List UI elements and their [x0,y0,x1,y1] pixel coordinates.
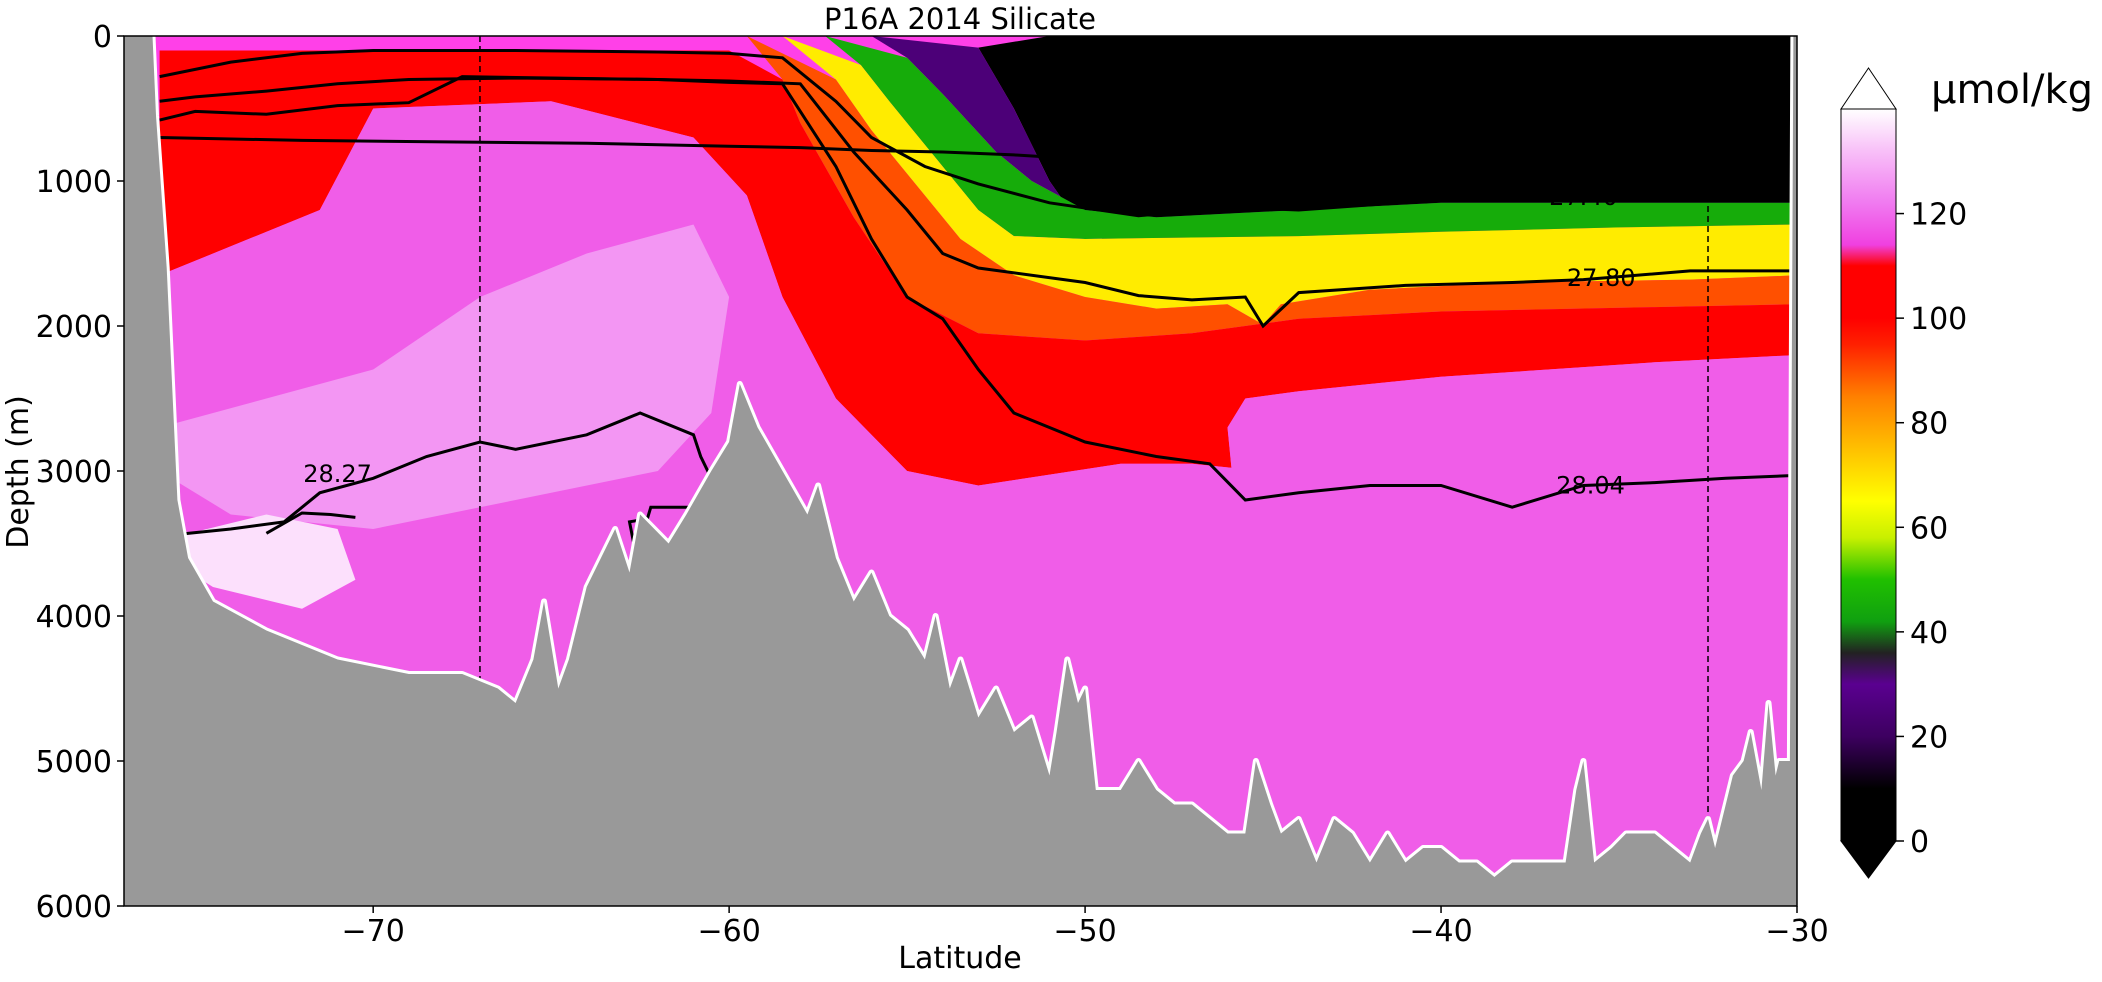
silicate-zone [825,36,1797,239]
density-contour-line [159,49,1797,218]
x-tick-label: −70 [342,914,405,949]
contour-label: 27.80 [1567,264,1636,292]
y-tick-label: 6000 [36,890,112,925]
density-contour-line [159,136,1797,183]
colorbar-extend-min [1840,840,1897,879]
bathymetry [124,36,1797,906]
y-tick-label: 4000 [36,600,112,635]
x-axis: −70 −60 −50 −40 −30 [342,906,1829,949]
y-tick-label: 0 [93,20,112,55]
colorbar-tick-label: 80 [1910,407,1948,442]
colorbar-tick-label: 120 [1910,198,1967,233]
colorbar-gradient [1840,108,1897,842]
x-axis-label: Latitude [898,941,1021,976]
y-axis-label: Depth (m) [1,395,36,549]
seafloor-fill [124,36,1797,906]
density-contour-line [159,411,713,538]
density-contour-line [265,511,356,535]
silicate-zone [782,36,1797,325]
y-tick-label: 3000 [36,455,112,490]
colorbar: 0 20 40 60 80 100 120 µmol/kg [1840,67,2093,879]
contour-label: 27.40 [1549,183,1618,211]
density-contour-line [159,76,1797,329]
colorbar-tick-label: 20 [1910,720,1948,755]
y-tick-label: 5000 [36,745,112,780]
x-tick-label: −40 [1409,914,1472,949]
colorbar-tick-label: 100 [1910,302,1967,337]
colorbar-ticks: 0 20 40 60 80 100 120 [1896,198,1967,860]
y-tick-label: 1000 [36,165,112,200]
colorbar-tick-label: 60 [1910,511,1948,546]
y-tick-label: 2000 [36,310,112,345]
density-contour-line [159,75,1797,509]
colorbar-extend-max [1840,67,1897,110]
contour-label: 28.04 [1556,472,1625,500]
colorbar-unit-label: µmol/kg [1931,67,2093,113]
contour-label: 27.40 [1549,179,1618,207]
chart-title: P16A 2014 Silicate [824,2,1096,36]
x-tick-label: −50 [1053,914,1116,949]
colorbar-tick-label: 0 [1910,825,1929,860]
density-contours [159,49,1797,559]
silicate-zone [166,514,356,609]
x-tick-label: −60 [697,914,760,949]
x-tick-label: −30 [1765,914,1828,949]
silicate-zone [159,224,730,529]
contour-label: 28.27 [303,460,372,488]
colorbar-tick-label: 40 [1910,616,1948,651]
y-axis: 0 1000 2000 3000 4000 5000 6000 [36,20,124,925]
